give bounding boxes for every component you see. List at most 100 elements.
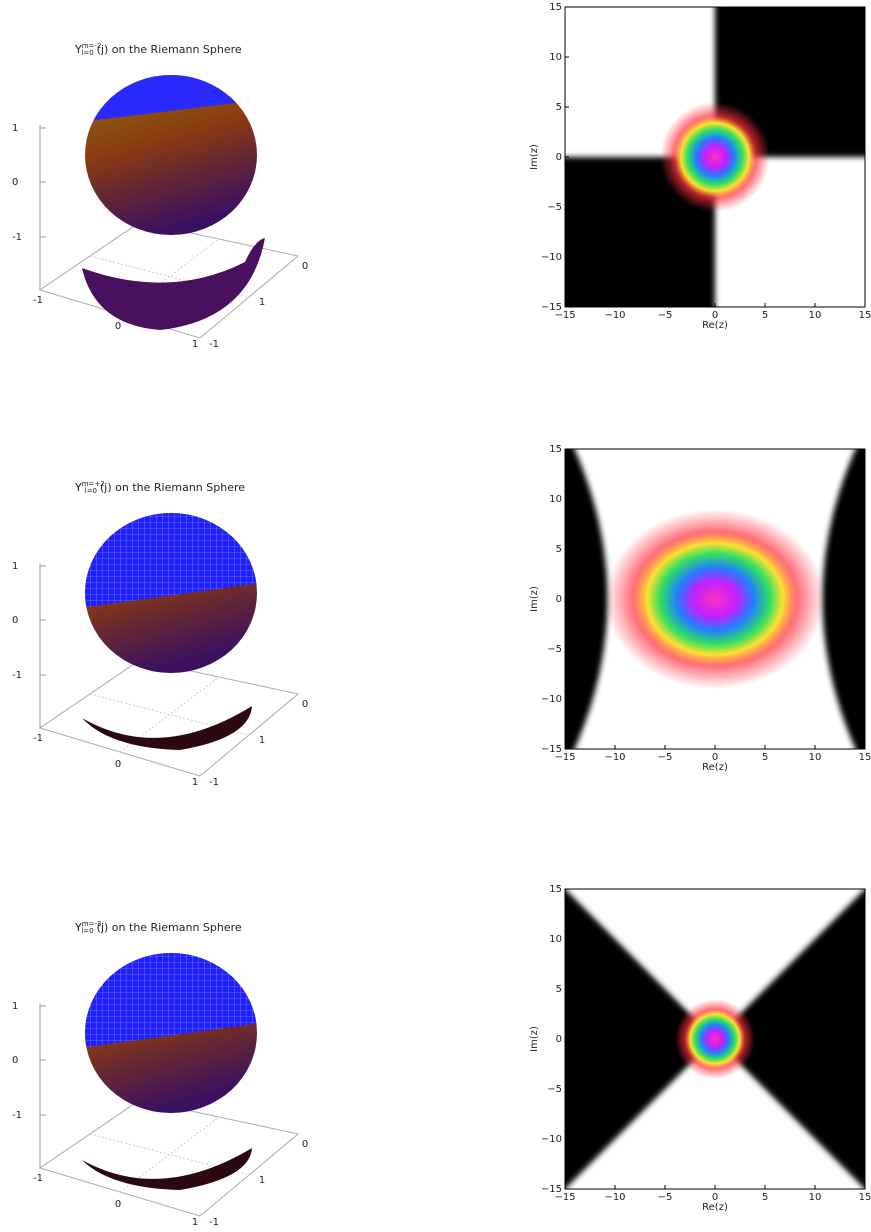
z-tick-label: 1 [12, 1001, 18, 1012]
floor-tick-label: 0 [302, 261, 308, 272]
x-tick-label: 10 [809, 752, 822, 763]
title-base: Y [74, 43, 82, 56]
x-tick-label: −5 [658, 1192, 673, 1203]
panel-title: Ym=+2 l=0 (j) on the Riemann Sphere [74, 480, 245, 495]
floor-tick-label: -1 [33, 1173, 43, 1184]
x-tick-label: 0 [712, 752, 718, 763]
y-tick-label: 15 [549, 444, 562, 455]
black-region [565, 889, 715, 1189]
x-tick-label: 5 [762, 1192, 768, 1203]
title-sup: m=-3 [82, 920, 102, 928]
title-sup: m=+2 [82, 480, 105, 488]
x-tick-label: −15 [554, 310, 575, 321]
plane-panel: −15 −10 −5 0 5 10 15 15 10 5 0 −5 −10 −15 Re(z) Im(z) [529, 884, 871, 1213]
y-tick-label: 5 [556, 984, 562, 995]
x-tick-label: 15 [859, 1192, 871, 1203]
floor-tick-label: 0 [115, 759, 121, 770]
sphere [85, 513, 257, 673]
black-region [822, 449, 865, 749]
y-tick-label: 0 [556, 152, 562, 163]
x-tick-label: −5 [658, 310, 673, 321]
x-tick-label: 10 [809, 310, 822, 321]
floor-tick-label: -1 [209, 777, 219, 788]
x-axis-label: Re(z) [702, 320, 728, 331]
floor-tick-label: -1 [209, 339, 219, 350]
floor-tick-label: 0 [302, 699, 308, 710]
x-tick-label: −10 [604, 1192, 625, 1203]
panel-title: Ym=-2 l=0 (j) on the Riemann Sphere [74, 42, 242, 57]
floor-tick-label: -1 [33, 733, 43, 744]
z-tick-label: -1 [12, 670, 22, 681]
floor-tick-label: 0 [115, 1199, 121, 1210]
y-tick-label: 10 [549, 494, 562, 505]
sphere-cap [85, 513, 257, 608]
floor-tick-label: 1 [192, 777, 198, 788]
y-tick-label: 5 [556, 544, 562, 555]
plane-image [565, 7, 865, 307]
y-tick-label: −15 [541, 1184, 562, 1195]
floor-tick-label: -1 [33, 295, 43, 306]
y-tick-label: 10 [549, 934, 562, 945]
y-axis-label: Im(z) [529, 1026, 540, 1052]
projection [82, 1148, 252, 1190]
x-axis-label: Re(z) [702, 762, 728, 773]
y-tick-label: 0 [556, 594, 562, 605]
sphere-cap [85, 953, 257, 1048]
plane-image [565, 449, 865, 749]
phase-rings [660, 102, 770, 212]
title-rest: (j) on the Riemann Sphere [97, 921, 242, 934]
x-tick-label: 15 [859, 310, 871, 321]
x-tick-label: −5 [658, 752, 673, 763]
title-rest: (j) on the Riemann Sphere [97, 43, 242, 56]
y-tick-label: 15 [549, 2, 562, 13]
black-region [715, 889, 865, 1189]
floor-tick-label: 1 [259, 297, 265, 308]
sphere-panel: Ym=+2 l=0 (j) on the Riemann Sphere 1 0 -1 -1 0… [12, 480, 308, 788]
y-tick-label: 10 [549, 52, 562, 63]
projection [82, 706, 252, 750]
plane-image [565, 889, 865, 1189]
title-base: Y [74, 921, 82, 934]
projection [82, 238, 265, 330]
y-tick-label: −5 [547, 202, 562, 213]
x-tick-label: −10 [604, 310, 625, 321]
sphere-panel: Ym=-2 l=0 (j) on the Riemann Sphere 1 0 -1 -1 0… [12, 42, 308, 350]
x-tick-label: 10 [809, 1192, 822, 1203]
y-tick-label: −5 [547, 644, 562, 655]
z-tick-label: 0 [12, 1055, 18, 1066]
z-tick-label: -1 [12, 1110, 22, 1121]
floor-tick-label: 1 [259, 1175, 265, 1186]
phase-rings [675, 999, 755, 1079]
panel-title: Ym=-3 l=0 (j) on the Riemann Sphere [74, 920, 242, 935]
plane-panel: −15 −10 −5 0 5 10 15 15 10 5 0 −5 −10 −15 Re(z) Im(z) [529, 444, 871, 773]
sphere [85, 75, 257, 235]
z-tick-label: 0 [12, 615, 18, 626]
phase-rings [605, 509, 825, 689]
floor [38, 1099, 300, 1217]
plane-panel: −15 −10 −5 0 5 10 15 15 10 5 0 −5 −10 −15 Re(z) Im(z) [529, 2, 871, 331]
floor-tick-label: 1 [192, 1217, 198, 1228]
floor-tick-label: 0 [302, 1139, 308, 1150]
title-base: Y [74, 481, 82, 494]
y-tick-label: −15 [541, 744, 562, 755]
y-axis-label: Im(z) [529, 144, 540, 170]
z-tick-label: 1 [12, 123, 18, 134]
floor-tick-label: 1 [192, 339, 198, 350]
x-tick-label: 15 [859, 752, 871, 763]
y-tick-label: −10 [541, 252, 562, 263]
title-sub: l=0 [81, 927, 93, 935]
title-rest: (j) on the Riemann Sphere [100, 481, 245, 494]
y-tick-label: 15 [549, 884, 562, 895]
z-tick-label: 1 [12, 561, 18, 572]
floor [38, 659, 300, 777]
x-tick-label: −15 [554, 1192, 575, 1203]
x-tick-label: 0 [712, 1192, 718, 1203]
z-tick-label: -1 [12, 232, 22, 243]
y-tick-label: −10 [541, 694, 562, 705]
title-sub: l=0 [81, 49, 93, 57]
z-tick-label: 0 [12, 177, 18, 188]
x-tick-label: 0 [712, 310, 718, 321]
x-tick-label: −15 [554, 752, 575, 763]
